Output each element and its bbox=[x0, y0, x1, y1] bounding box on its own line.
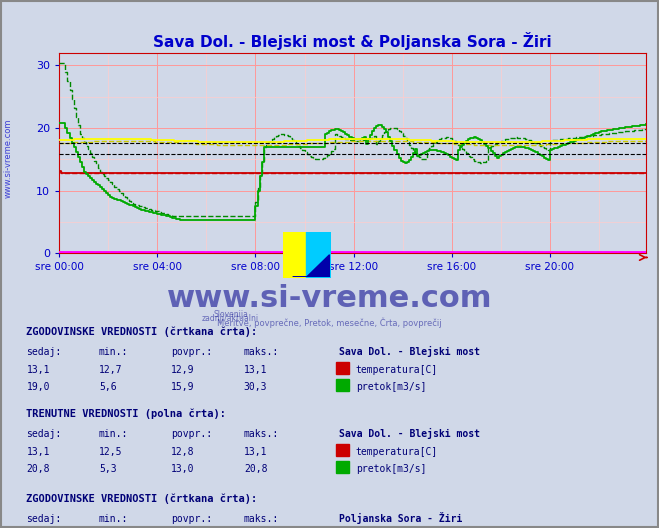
Text: pretok[m3/s]: pretok[m3/s] bbox=[356, 464, 426, 474]
Polygon shape bbox=[293, 255, 330, 277]
Text: Meritve, povprečne, Pretok, mesečne, Črta, povprečij: Meritve, povprečne, Pretok, mesečne, Črt… bbox=[217, 318, 442, 328]
Text: 12,5: 12,5 bbox=[99, 447, 123, 457]
Text: sedaj:: sedaj: bbox=[26, 347, 61, 357]
Text: 13,1: 13,1 bbox=[26, 447, 50, 457]
Text: Sava Dol. - Blejski most: Sava Dol. - Blejski most bbox=[339, 428, 480, 439]
Text: temperatura[C]: temperatura[C] bbox=[356, 447, 438, 457]
Text: 13,1: 13,1 bbox=[244, 447, 268, 457]
Text: min.:: min.: bbox=[99, 429, 129, 439]
Text: 12,8: 12,8 bbox=[171, 447, 195, 457]
Text: Sava Dol. - Blejski most: Sava Dol. - Blejski most bbox=[339, 346, 480, 357]
Text: min.:: min.: bbox=[99, 347, 129, 357]
Text: 19,0: 19,0 bbox=[26, 382, 50, 392]
Text: Slovenija: Slovenija bbox=[214, 309, 248, 319]
Text: ZGODOVINSKE VREDNOSTI (črtkana črta):: ZGODOVINSKE VREDNOSTI (črtkana črta): bbox=[26, 327, 258, 337]
Text: 20,8: 20,8 bbox=[244, 464, 268, 474]
Text: povpr.:: povpr.: bbox=[171, 347, 212, 357]
Text: povpr.:: povpr.: bbox=[171, 429, 212, 439]
Text: maks.:: maks.: bbox=[244, 429, 279, 439]
Text: 13,1: 13,1 bbox=[244, 365, 268, 375]
Text: 13,1: 13,1 bbox=[26, 365, 50, 375]
Text: povpr.:: povpr.: bbox=[171, 514, 212, 524]
Text: maks.:: maks.: bbox=[244, 514, 279, 524]
Text: min.:: min.: bbox=[99, 514, 129, 524]
Text: Poljanska Sora - Žiri: Poljanska Sora - Žiri bbox=[339, 512, 463, 524]
Text: 12,7: 12,7 bbox=[99, 365, 123, 375]
Text: 13,0: 13,0 bbox=[171, 464, 195, 474]
Text: pretok[m3/s]: pretok[m3/s] bbox=[356, 382, 426, 392]
Text: TRENUTNE VREDNOSTI (polna črta):: TRENUTNE VREDNOSTI (polna črta): bbox=[26, 409, 226, 419]
Text: sedaj:: sedaj: bbox=[26, 429, 61, 439]
Text: maks.:: maks.: bbox=[244, 347, 279, 357]
Text: 5,3: 5,3 bbox=[99, 464, 117, 474]
Text: zadnji/aktualni: zadnji/aktualni bbox=[202, 314, 259, 324]
Text: www.si-vreme.com: www.si-vreme.com bbox=[3, 119, 13, 198]
Text: ZGODOVINSKE VREDNOSTI (črtkana črta):: ZGODOVINSKE VREDNOSTI (črtkana črta): bbox=[26, 493, 258, 504]
Title: Sava Dol. - Blejski most & Poljanska Sora - Žiri: Sava Dol. - Blejski most & Poljanska Sor… bbox=[154, 32, 552, 50]
Text: 15,9: 15,9 bbox=[171, 382, 195, 392]
Text: sedaj:: sedaj: bbox=[26, 514, 61, 524]
Text: 30,3: 30,3 bbox=[244, 382, 268, 392]
Text: 5,6: 5,6 bbox=[99, 382, 117, 392]
Text: www.si-vreme.com: www.si-vreme.com bbox=[167, 284, 492, 313]
Text: 20,8: 20,8 bbox=[26, 464, 50, 474]
Text: temperatura[C]: temperatura[C] bbox=[356, 365, 438, 375]
Text: 12,9: 12,9 bbox=[171, 365, 195, 375]
